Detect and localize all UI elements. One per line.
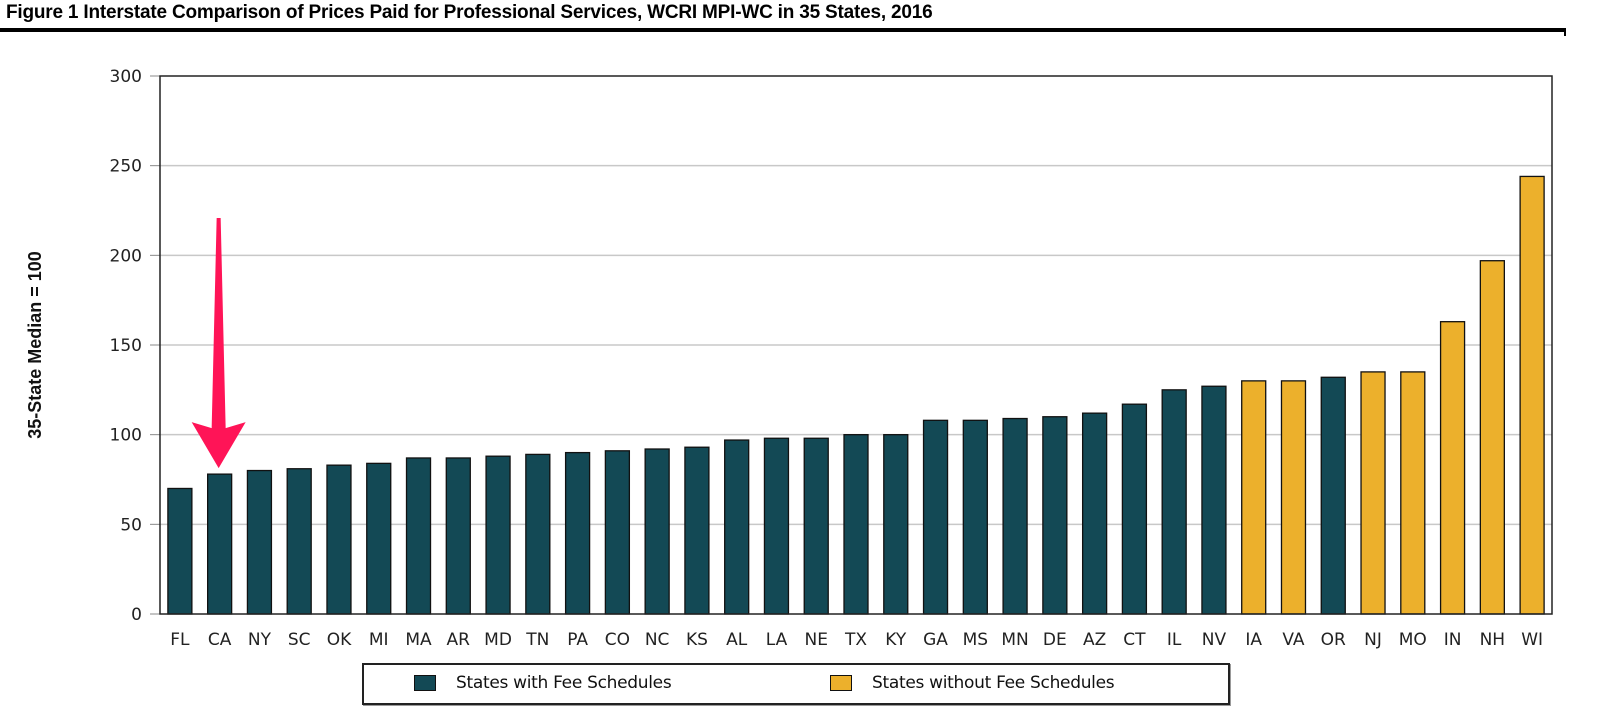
legend-item-with-fee-schedules: States with Fee Schedules <box>414 673 672 693</box>
x-tick-label-TX: TX <box>844 630 867 650</box>
legend: States with Fee Schedules States without… <box>362 663 1230 705</box>
bar-AL <box>724 439 750 615</box>
bar-SC <box>286 468 312 615</box>
bar-IA <box>1241 380 1267 615</box>
x-tick-label-NE: NE <box>804 630 827 650</box>
x-tick-label-KS: KS <box>686 630 708 650</box>
bar-KY <box>883 434 909 615</box>
legend-swatch-with <box>414 675 436 691</box>
bar-MD <box>485 455 511 615</box>
x-tick-label-WI: WI <box>1521 630 1543 650</box>
x-tick-label-DE: DE <box>1043 630 1067 650</box>
x-tick-label-TN: TN <box>525 630 549 650</box>
x-tick-label-CA: CA <box>208 630 232 650</box>
bar-MS <box>962 419 988 615</box>
x-tick-label-CT: CT <box>1123 630 1146 650</box>
bars <box>167 175 1545 615</box>
bar-NJ <box>1360 371 1386 615</box>
plot-frame <box>159 75 1553 615</box>
x-tick-label-MN: MN <box>1001 630 1028 650</box>
bar-WI <box>1519 175 1545 615</box>
highlight-arrow <box>191 218 246 469</box>
bar-TX <box>843 434 869 615</box>
x-tick-label-MD: MD <box>484 630 512 650</box>
legend-label-with: States with Fee Schedules <box>456 673 672 693</box>
legend-swatch-without <box>830 675 852 691</box>
x-tick-label-FL: FL <box>170 630 190 650</box>
bar-IN <box>1439 321 1466 615</box>
bar-NC <box>644 448 670 615</box>
y-tick-label: 250 <box>110 157 142 177</box>
x-axis-labels: FL CA NY SC OK MI MA AR MD TN PA CO NC KS AL LA NE TX KY GA… <box>170 630 1543 650</box>
bar-MI <box>366 462 392 615</box>
arrow-shape <box>191 218 246 469</box>
bar-VA <box>1280 380 1307 615</box>
x-tick-label-MA: MA <box>405 630 432 650</box>
y-tick-label: 200 <box>110 246 142 266</box>
title-rule-end <box>1564 28 1566 36</box>
y-axis-label: 35-State Median = 100 <box>25 251 45 439</box>
x-tick-label-NH: NH <box>1480 630 1506 650</box>
legend-label-without: States without Fee Schedules <box>872 673 1115 693</box>
figure-title: Figure 1 Interstate Comparison of Prices… <box>6 2 933 23</box>
x-tick-label-OK: OK <box>327 630 352 650</box>
bar-NY <box>246 469 273 615</box>
bar-MO <box>1400 371 1426 615</box>
legend-item-without-fee-schedules: States without Fee Schedules <box>830 673 1115 693</box>
x-tick-label-LA: LA <box>766 630 788 650</box>
bar-MN <box>1002 417 1028 615</box>
y-tick-label: 100 <box>110 426 142 446</box>
x-tick-label-MO: MO <box>1399 630 1427 650</box>
x-tick-label-CO: CO <box>605 630 630 650</box>
x-tick-label-OR: OR <box>1321 630 1346 650</box>
bar-GA <box>922 419 949 615</box>
bar-AZ <box>1081 412 1108 615</box>
x-tick-label-IL: IL <box>1167 630 1182 650</box>
x-tick-label-KY: KY <box>885 630 907 650</box>
y-tick-label: 50 <box>120 515 142 535</box>
x-tick-label-NY: NY <box>248 630 272 650</box>
x-tick-label-IA: IA <box>1245 630 1262 650</box>
x-tick-label-AL: AL <box>726 630 748 650</box>
bar-TN <box>525 453 551 615</box>
y-tick-label: 0 <box>131 605 142 625</box>
x-tick-label-NC: NC <box>645 630 670 650</box>
x-tick-label-MI: MI <box>369 630 389 650</box>
y-tick-label: 300 <box>110 67 142 87</box>
bar-NE <box>803 437 829 615</box>
bar-CT <box>1121 403 1148 615</box>
bar-MA <box>405 457 432 615</box>
y-axis-ticks: 0 50 100 150 200 250 300 <box>110 67 160 625</box>
title-rule <box>0 28 1566 32</box>
x-tick-label-GA: GA <box>923 630 948 650</box>
bar-DE <box>1042 416 1068 615</box>
bar-OR <box>1320 376 1346 615</box>
x-tick-label-NV: NV <box>1202 630 1227 650</box>
x-tick-label-MS: MS <box>963 630 988 650</box>
bar-KS <box>684 446 710 615</box>
bar-CO <box>604 450 631 615</box>
x-tick-label-AZ: AZ <box>1083 630 1106 650</box>
x-tick-label-NJ: NJ <box>1364 630 1382 650</box>
bar-OK <box>326 464 352 615</box>
x-tick-label-PA: PA <box>567 630 588 650</box>
x-tick-label-VA: VA <box>1282 630 1305 650</box>
x-tick-label-SC: SC <box>288 630 311 650</box>
x-tick-label-AR: AR <box>447 630 471 650</box>
bar-LA <box>763 437 790 615</box>
x-tick-label-IN: IN <box>1444 630 1462 650</box>
bar-CA <box>207 473 233 615</box>
bar-AR <box>445 457 471 615</box>
bar-NH <box>1479 260 1505 615</box>
bar-PA <box>564 451 591 615</box>
y-tick-label: 150 <box>110 336 142 356</box>
bar-IL <box>1161 389 1187 615</box>
bar-FL <box>167 487 193 615</box>
bar-NV <box>1201 385 1227 615</box>
